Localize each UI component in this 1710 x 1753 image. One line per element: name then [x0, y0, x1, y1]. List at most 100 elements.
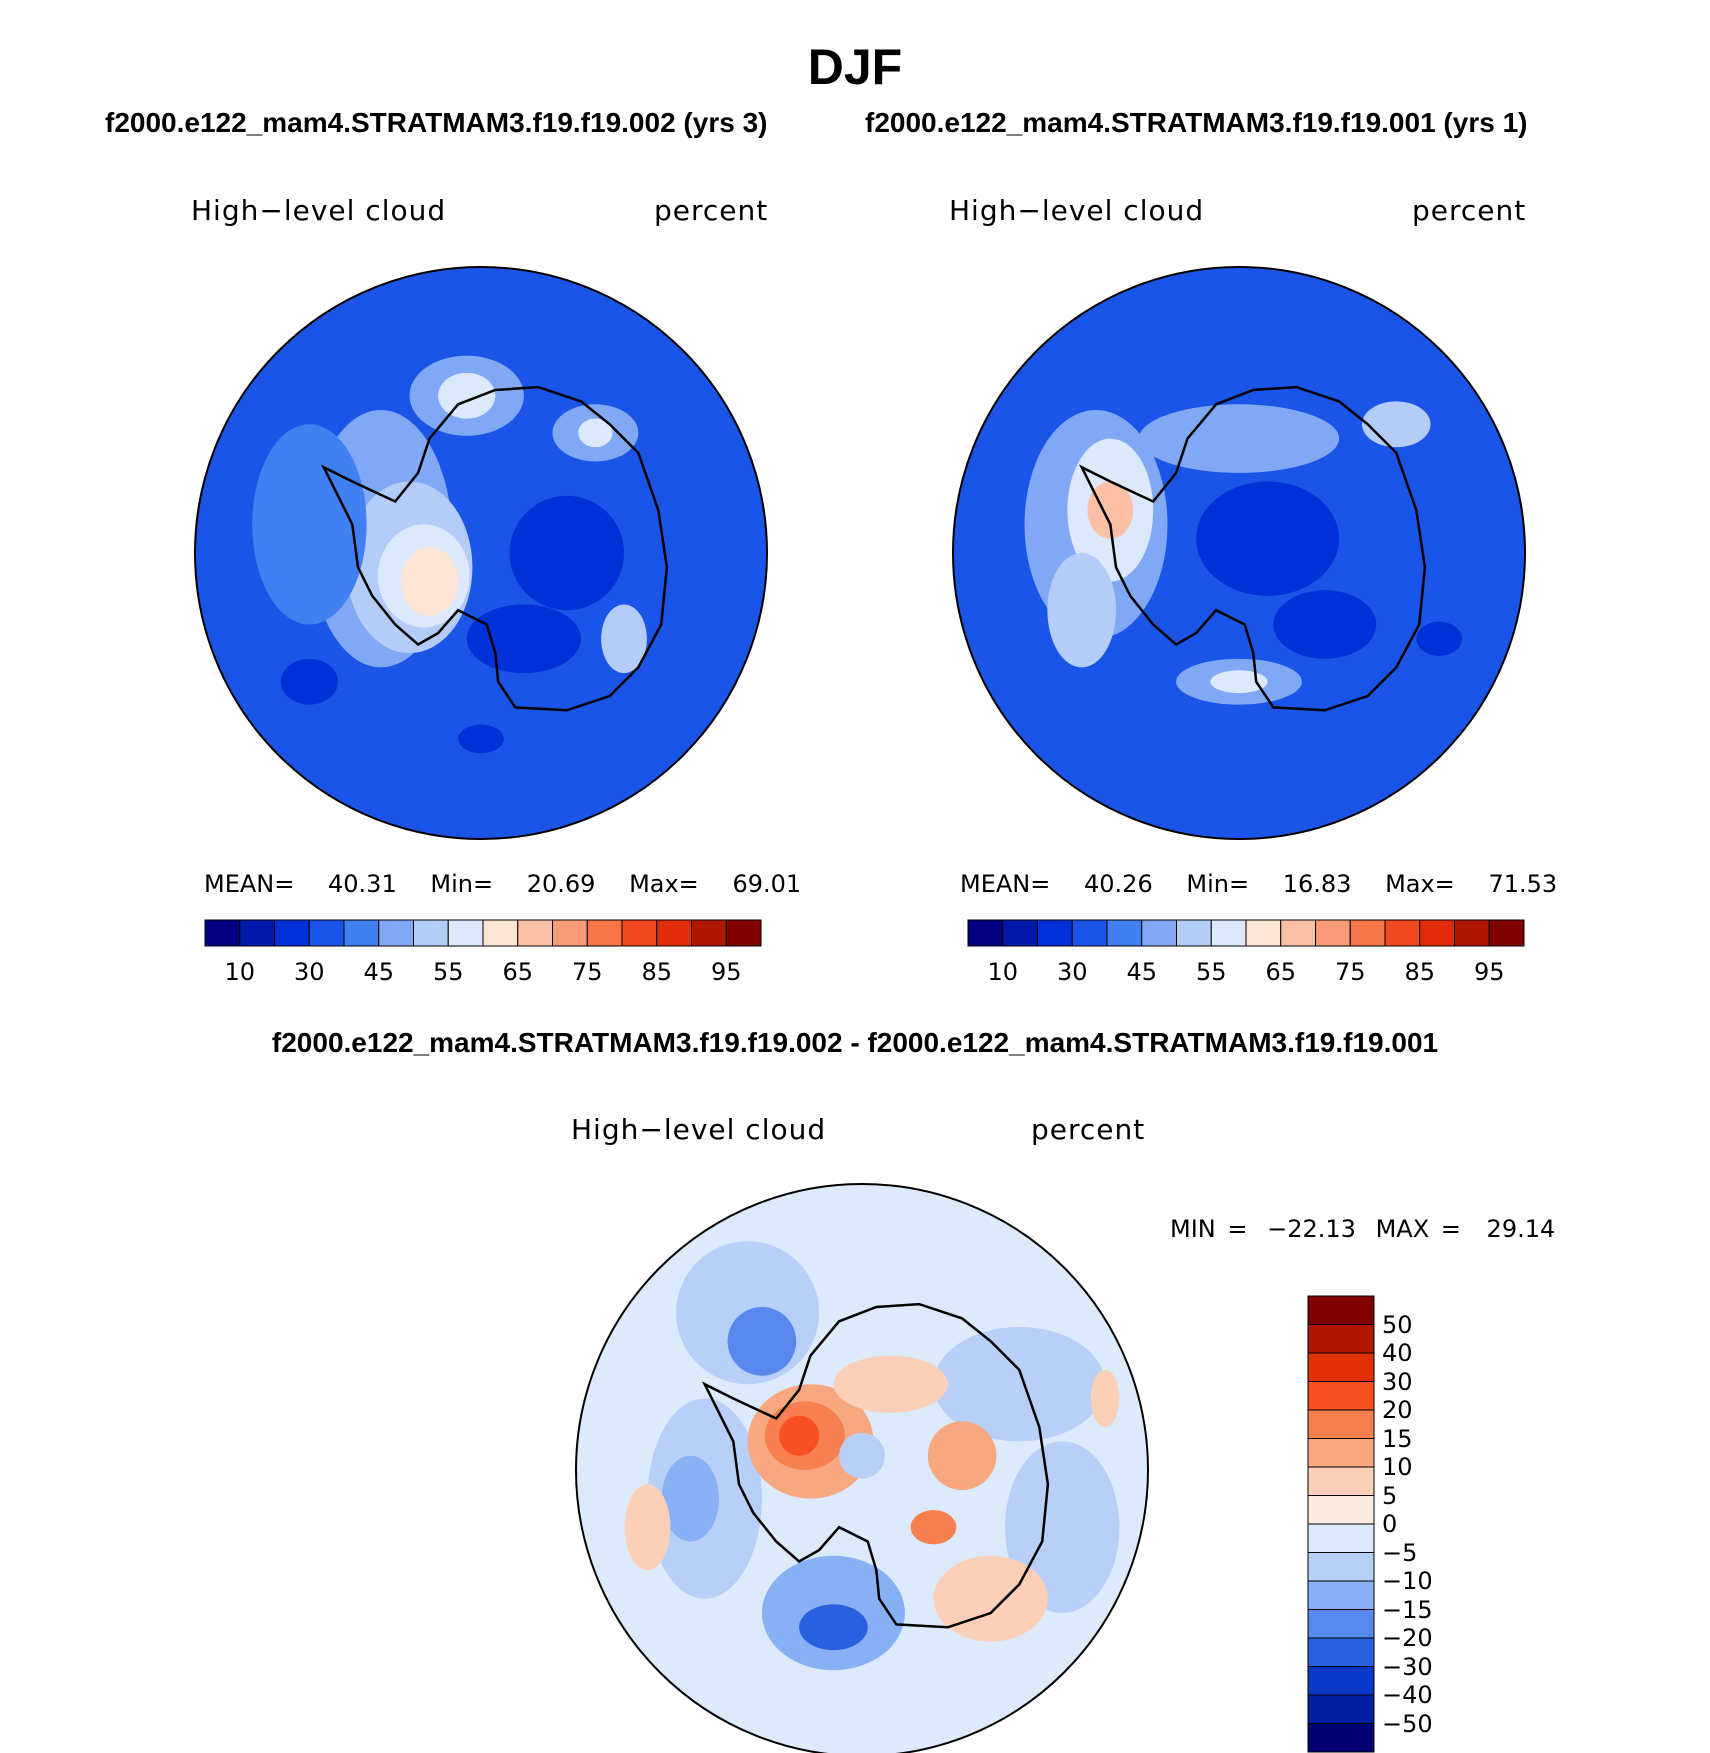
colorbar-swatch-control — [1384, 919, 1421, 947]
colorbar-swatch-difference — [1307, 1324, 1375, 1354]
panel-control-header: f2000.e122_mam4.STRATMAM3.f19.f19.001 (y… — [865, 107, 1528, 138]
colorbar-swatch-control — [1037, 919, 1073, 947]
colorbar-swatch-control — [1141, 919, 1177, 947]
panel-control-variable: High−level cloud — [949, 194, 1205, 227]
colorbar-swatch-control — [1245, 919, 1282, 947]
colorbar-tick-label: 5 — [1382, 1481, 1398, 1510]
colorbar-swatch-case — [274, 919, 310, 947]
case-min-label: Min= — [430, 870, 494, 898]
case-min-value: 20.69 — [526, 870, 596, 898]
colorbar-swatch-control — [1419, 919, 1455, 947]
colorbar-swatch-case — [308, 919, 345, 947]
colorbar-tick-label: 55 — [432, 958, 464, 986]
colorbar-swatch-difference — [1307, 1723, 1375, 1753]
colorbar-tick-label: 95 — [1473, 958, 1505, 986]
contour-region-difference — [727, 1306, 797, 1376]
colorbar-swatch-case — [656, 919, 692, 947]
colorbar-tick-label: 65 — [1265, 958, 1297, 986]
colorbar-swatch-control — [1210, 919, 1247, 947]
colorbar-swatch-case — [378, 919, 414, 947]
colorbar-tick-label: 20 — [1382, 1396, 1413, 1424]
panel-case-variable: High−level cloud — [191, 194, 447, 227]
colorbar-swatch-control — [1349, 919, 1386, 947]
case-stats: MEAN= 40.31 Min= 20.69 Max= 69.01 — [204, 870, 801, 898]
contour-region-control — [1361, 401, 1431, 448]
colorbar-swatch-control — [1280, 919, 1316, 947]
colorbar-swatch-control — [1106, 919, 1143, 947]
control-min-label: Min= — [1186, 870, 1250, 898]
colorbar-swatch-difference — [1307, 1409, 1375, 1439]
map-field-control — [953, 267, 1525, 839]
colorbar-tick-label: 85 — [641, 958, 673, 986]
contour-region-case — [578, 418, 613, 448]
control-mean-value: 40.26 — [1084, 870, 1153, 898]
colorbar-swatch-control — [967, 919, 1004, 947]
panel-diff-variable: High−level cloud — [571, 1113, 827, 1146]
panel-case-header: f2000.e122_mam4.STRATMAM3.f19.f19.002 (y… — [105, 107, 768, 138]
colorbar-tick-label: 45 — [1126, 958, 1158, 986]
colorbar-tick-label: 85 — [1404, 958, 1436, 986]
control-min-value: 16.83 — [1282, 870, 1352, 898]
colorbar-swatch-control — [1176, 919, 1212, 947]
colorbar-tick-label: −20 — [1382, 1624, 1433, 1652]
colorbar-swatch-control — [1315, 919, 1351, 947]
figure-title: DJF — [807, 39, 903, 95]
colorbar-tick-label: −40 — [1382, 1681, 1433, 1709]
colorbar-swatch-difference — [1307, 1609, 1375, 1639]
colorbar-tick-label: 0 — [1382, 1510, 1398, 1538]
case-max-label: Max= — [629, 870, 699, 898]
contour-region-case — [400, 547, 459, 616]
colorbar-tick-label: 65 — [502, 958, 534, 986]
colorbar-swatch-case — [517, 919, 553, 947]
colorbar-swatch-case — [204, 919, 241, 947]
colorbar-swatch-case — [482, 919, 519, 947]
case-mean-label: MEAN= — [204, 870, 295, 898]
diff-min-label: MIN = — [1170, 1215, 1248, 1243]
contour-region-control — [1138, 404, 1340, 473]
contour-region-control — [1087, 481, 1134, 539]
colorbar-tick-label: 10 — [1382, 1453, 1413, 1481]
contour-region-control — [1416, 621, 1463, 656]
contour-region-control — [1196, 481, 1340, 596]
panel-case-units: percent — [654, 194, 769, 227]
contour-region-case — [438, 372, 496, 419]
colorbar-swatch-case — [413, 919, 449, 947]
colorbar-swatch-case — [343, 919, 380, 947]
colorbar-swatch-difference — [1307, 1552, 1375, 1582]
panel-diff-header: f2000.e122_mam4.STRATMAM3.f19.f19.002 - … — [271, 1027, 1439, 1058]
colorbar-swatch-control — [1454, 919, 1490, 947]
colorbar-tick-label: 45 — [363, 958, 395, 986]
colorbar-tick-label: −10 — [1382, 1567, 1433, 1595]
map-background-case — [195, 267, 767, 839]
colorbar-swatch-difference — [1307, 1381, 1375, 1411]
colorbar-swatch-control — [1488, 919, 1525, 947]
colorbar-swatch-difference — [1307, 1352, 1375, 1382]
control-max-label: Max= — [1385, 870, 1455, 898]
map-border-case — [194, 266, 768, 840]
panel-control-units: percent — [1412, 194, 1527, 227]
map-border-control — [952, 266, 1526, 840]
colorbar-swatch-difference — [1307, 1666, 1375, 1696]
coastline-control — [1078, 385, 1427, 712]
case-mean-value: 40.31 — [328, 870, 397, 898]
colorbar-tick-label: −15 — [1382, 1595, 1433, 1624]
contour-region-case — [458, 724, 504, 754]
colorbar-swatch-difference — [1307, 1295, 1375, 1325]
coastline-difference — [701, 1302, 1050, 1629]
contour-region-case — [280, 658, 338, 705]
colorbar-swatch-case — [586, 919, 623, 947]
panel-diff-units: percent — [1031, 1113, 1146, 1146]
colorbar-swatch-case — [691, 919, 727, 947]
colorbar-tick-label: 30 — [1056, 958, 1088, 986]
diff-max-value: 29.14 — [1486, 1215, 1556, 1243]
contour-region-case — [252, 424, 367, 625]
contour-region-case — [466, 604, 582, 674]
colorbar-swatch-difference — [1307, 1580, 1375, 1610]
contour-region-difference — [833, 1355, 948, 1413]
coastline-case — [320, 385, 669, 712]
contour-region-difference — [624, 1484, 671, 1571]
colorbar-swatch-control — [1071, 919, 1108, 947]
map-field-case — [195, 267, 767, 839]
colorbar-swatch-case — [621, 919, 658, 947]
